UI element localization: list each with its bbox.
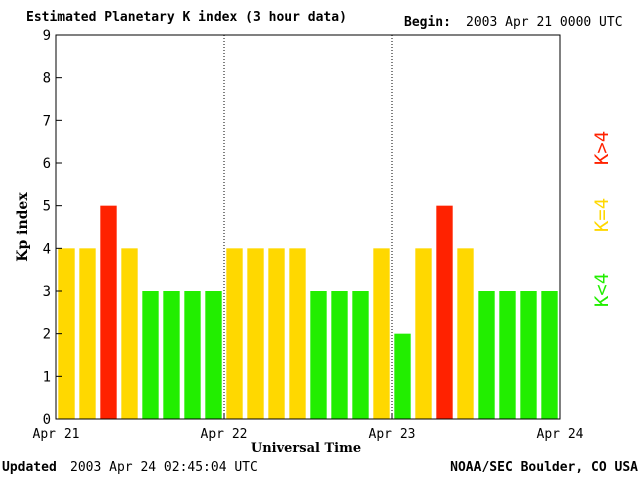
bar-13 xyxy=(310,291,327,419)
bar-10 xyxy=(247,248,264,419)
legend-item-3: K>4 xyxy=(591,131,613,165)
y-axis-ticks: 0 1 2 3 4 5 6 7 8 9 xyxy=(43,28,62,428)
begin-value: 2003 Apr 21 0000 UTC xyxy=(466,15,623,30)
x-tick-label-4: Apr 24 xyxy=(537,427,584,442)
bar-4 xyxy=(121,248,138,419)
plot-frame xyxy=(55,34,561,420)
y-tick-label-1: 1 xyxy=(43,369,51,385)
bar-21 xyxy=(478,291,495,419)
begin-label: Begin: xyxy=(404,15,451,30)
y-tick-label-2: 2 xyxy=(43,327,51,343)
bar-7 xyxy=(184,291,201,419)
bar-9 xyxy=(226,248,243,419)
legend: K<4 K=4 K>4 xyxy=(591,131,613,307)
bar-14 xyxy=(331,291,348,419)
bar-19 xyxy=(436,205,453,419)
bar-6 xyxy=(163,291,180,419)
bar-2 xyxy=(79,248,96,419)
x-tick-label-2: Apr 22 xyxy=(201,427,248,442)
bar-20 xyxy=(457,248,474,419)
bar-5 xyxy=(142,291,159,419)
bar-17 xyxy=(394,333,411,419)
bar-18 xyxy=(415,248,432,419)
bar-1 xyxy=(58,248,75,419)
credit-text: NOAA/SEC Boulder, CO USA xyxy=(450,460,638,475)
bar-8 xyxy=(205,291,222,419)
x-tick-label-1: Apr 21 xyxy=(33,427,80,442)
y-axis-label: Kp index xyxy=(15,192,31,262)
legend-item-2: K=4 xyxy=(591,198,613,232)
bars-group xyxy=(58,205,558,419)
bar-24 xyxy=(541,291,558,419)
y-tick-label-7: 7 xyxy=(43,113,51,129)
grid-group xyxy=(223,35,393,419)
legend-item-1: K<4 xyxy=(591,273,613,307)
x-axis-ticks: Apr 21 Apr 22 Apr 23 Apr 24 xyxy=(33,413,584,442)
bar-3 xyxy=(100,205,117,419)
x-tick-label-3: Apr 23 xyxy=(369,427,416,442)
y-tick-label-0: 0 xyxy=(43,412,51,428)
bar-15 xyxy=(352,291,369,419)
bar-12 xyxy=(289,248,306,419)
bar-22 xyxy=(499,291,516,419)
y-tick-label-8: 8 xyxy=(43,71,51,87)
x-axis-label: Universal Time xyxy=(251,441,361,456)
updated-label: Updated xyxy=(2,460,57,475)
y-tick-label-5: 5 xyxy=(43,199,51,215)
y-tick-label-4: 4 xyxy=(43,241,51,257)
updated-value: 2003 Apr 24 02:45:04 UTC xyxy=(70,460,258,475)
bar-16 xyxy=(373,248,390,419)
bar-23 xyxy=(520,291,537,419)
chart-title: Estimated Planetary K index (3 hour data… xyxy=(26,10,347,25)
y-tick-label-6: 6 xyxy=(43,156,51,172)
y-tick-label-9: 9 xyxy=(43,28,51,44)
bar-11 xyxy=(268,248,285,419)
y-tick-label-3: 3 xyxy=(43,284,51,300)
